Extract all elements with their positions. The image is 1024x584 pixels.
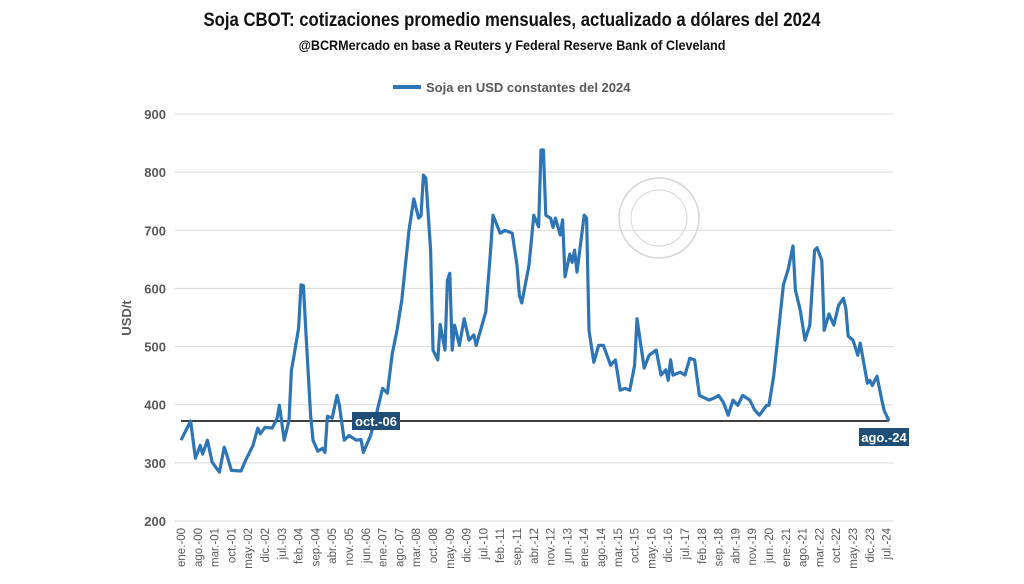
y-tick-label: 600 bbox=[144, 281, 166, 296]
x-tick-label: oct.-15 bbox=[630, 528, 642, 563]
x-tick-label: ene.-07 bbox=[378, 528, 390, 567]
x-tick-label: sep.-04 bbox=[310, 527, 322, 566]
y-tick-label: 400 bbox=[144, 398, 166, 413]
x-tick-label: dic.-23 bbox=[865, 528, 877, 563]
x-tick-label: dic.-16 bbox=[663, 528, 675, 563]
y-tick-label: 500 bbox=[144, 340, 166, 355]
x-tick-label: may.-09 bbox=[445, 528, 457, 569]
x-tick-label: oct.-01 bbox=[226, 528, 238, 563]
annotation-label: oct.-06 bbox=[355, 414, 397, 429]
x-tick-label: abr.-12 bbox=[529, 528, 541, 564]
x-tick-label: feb.-18 bbox=[697, 528, 709, 564]
x-tick-label: dic.-02 bbox=[260, 528, 272, 563]
x-tick-label: may.-23 bbox=[848, 528, 860, 569]
x-tick-label: jun.-20 bbox=[764, 528, 776, 564]
y-tick-label: 700 bbox=[144, 223, 166, 238]
x-tick-label: mar.-22 bbox=[814, 528, 826, 567]
watermark-seal-logo bbox=[618, 177, 700, 259]
x-tick-label: ago.-21 bbox=[798, 528, 810, 567]
y-axis-label: USD/t bbox=[119, 300, 134, 336]
x-tick-label: nov.-12 bbox=[546, 528, 558, 566]
x-tick-label: abr.-19 bbox=[730, 528, 742, 564]
y-tick-label: 900 bbox=[144, 107, 166, 122]
x-tick-label: sep.-11 bbox=[512, 528, 524, 566]
x-tick-label: mar.-15 bbox=[613, 528, 625, 567]
x-tick-label: jul.-10 bbox=[478, 528, 490, 560]
chart-subtitle: @BCRMercado en base a Reuters y Federal … bbox=[298, 37, 726, 53]
x-tick-label: jul.-17 bbox=[680, 528, 692, 560]
x-tick-label: jul.-03 bbox=[277, 528, 289, 560]
x-tick-label: may.-02 bbox=[243, 528, 255, 569]
y-tick-label: 800 bbox=[144, 165, 166, 180]
x-tick-label: sep.-18 bbox=[714, 528, 726, 566]
x-tick-label: ene.-14 bbox=[579, 527, 591, 567]
annotation-label: ago.-24 bbox=[861, 430, 907, 445]
x-tick-label: may.-16 bbox=[646, 528, 658, 569]
x-tick-label: ago.-07 bbox=[394, 528, 406, 567]
y-tick-label: 200 bbox=[144, 514, 166, 529]
x-tick-label: feb.-04 bbox=[294, 527, 306, 563]
x-tick-label: oct.-22 bbox=[831, 528, 843, 563]
x-tick-label: dic.-09 bbox=[462, 528, 474, 563]
x-tick-label: nov.-05 bbox=[344, 528, 356, 566]
x-tick-label: jun.-06 bbox=[361, 528, 373, 564]
x-tick-label: feb.-11 bbox=[495, 528, 507, 563]
x-tick-label: abr.-05 bbox=[327, 528, 339, 564]
legend-label: Soja en USD constantes del 2024 bbox=[426, 80, 631, 95]
x-tick-label: ago.-00 bbox=[193, 528, 205, 567]
y-tick-label: 300 bbox=[144, 456, 166, 471]
x-tick-label: ago.-14 bbox=[596, 527, 608, 567]
x-tick-label: nov.-19 bbox=[747, 528, 759, 566]
x-tick-label: mar.-08 bbox=[411, 528, 423, 567]
series-line bbox=[179, 148, 891, 474]
x-tick-label: oct.-08 bbox=[428, 528, 440, 563]
x-tick-label: jul.-24 bbox=[882, 527, 894, 560]
chart-title: Soja CBOT: cotizaciones promedio mensual… bbox=[203, 10, 821, 31]
x-tick-label: mar.-01 bbox=[210, 528, 222, 567]
x-tick-label: ene.-00 bbox=[176, 528, 188, 567]
annotation-box bbox=[859, 428, 909, 446]
annotation-box bbox=[352, 412, 400, 430]
x-tick-label: jun.-13 bbox=[562, 528, 574, 564]
x-tick-label: ene.-21 bbox=[781, 528, 793, 567]
